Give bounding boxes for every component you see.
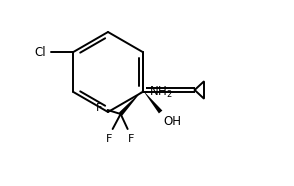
Text: F: F (106, 134, 112, 144)
Text: OH: OH (164, 115, 182, 128)
Text: NH$_2$: NH$_2$ (149, 84, 173, 100)
Polygon shape (143, 90, 162, 113)
Polygon shape (119, 90, 143, 116)
Text: F: F (96, 103, 103, 113)
Text: Cl: Cl (35, 46, 46, 59)
Text: F: F (128, 134, 134, 144)
